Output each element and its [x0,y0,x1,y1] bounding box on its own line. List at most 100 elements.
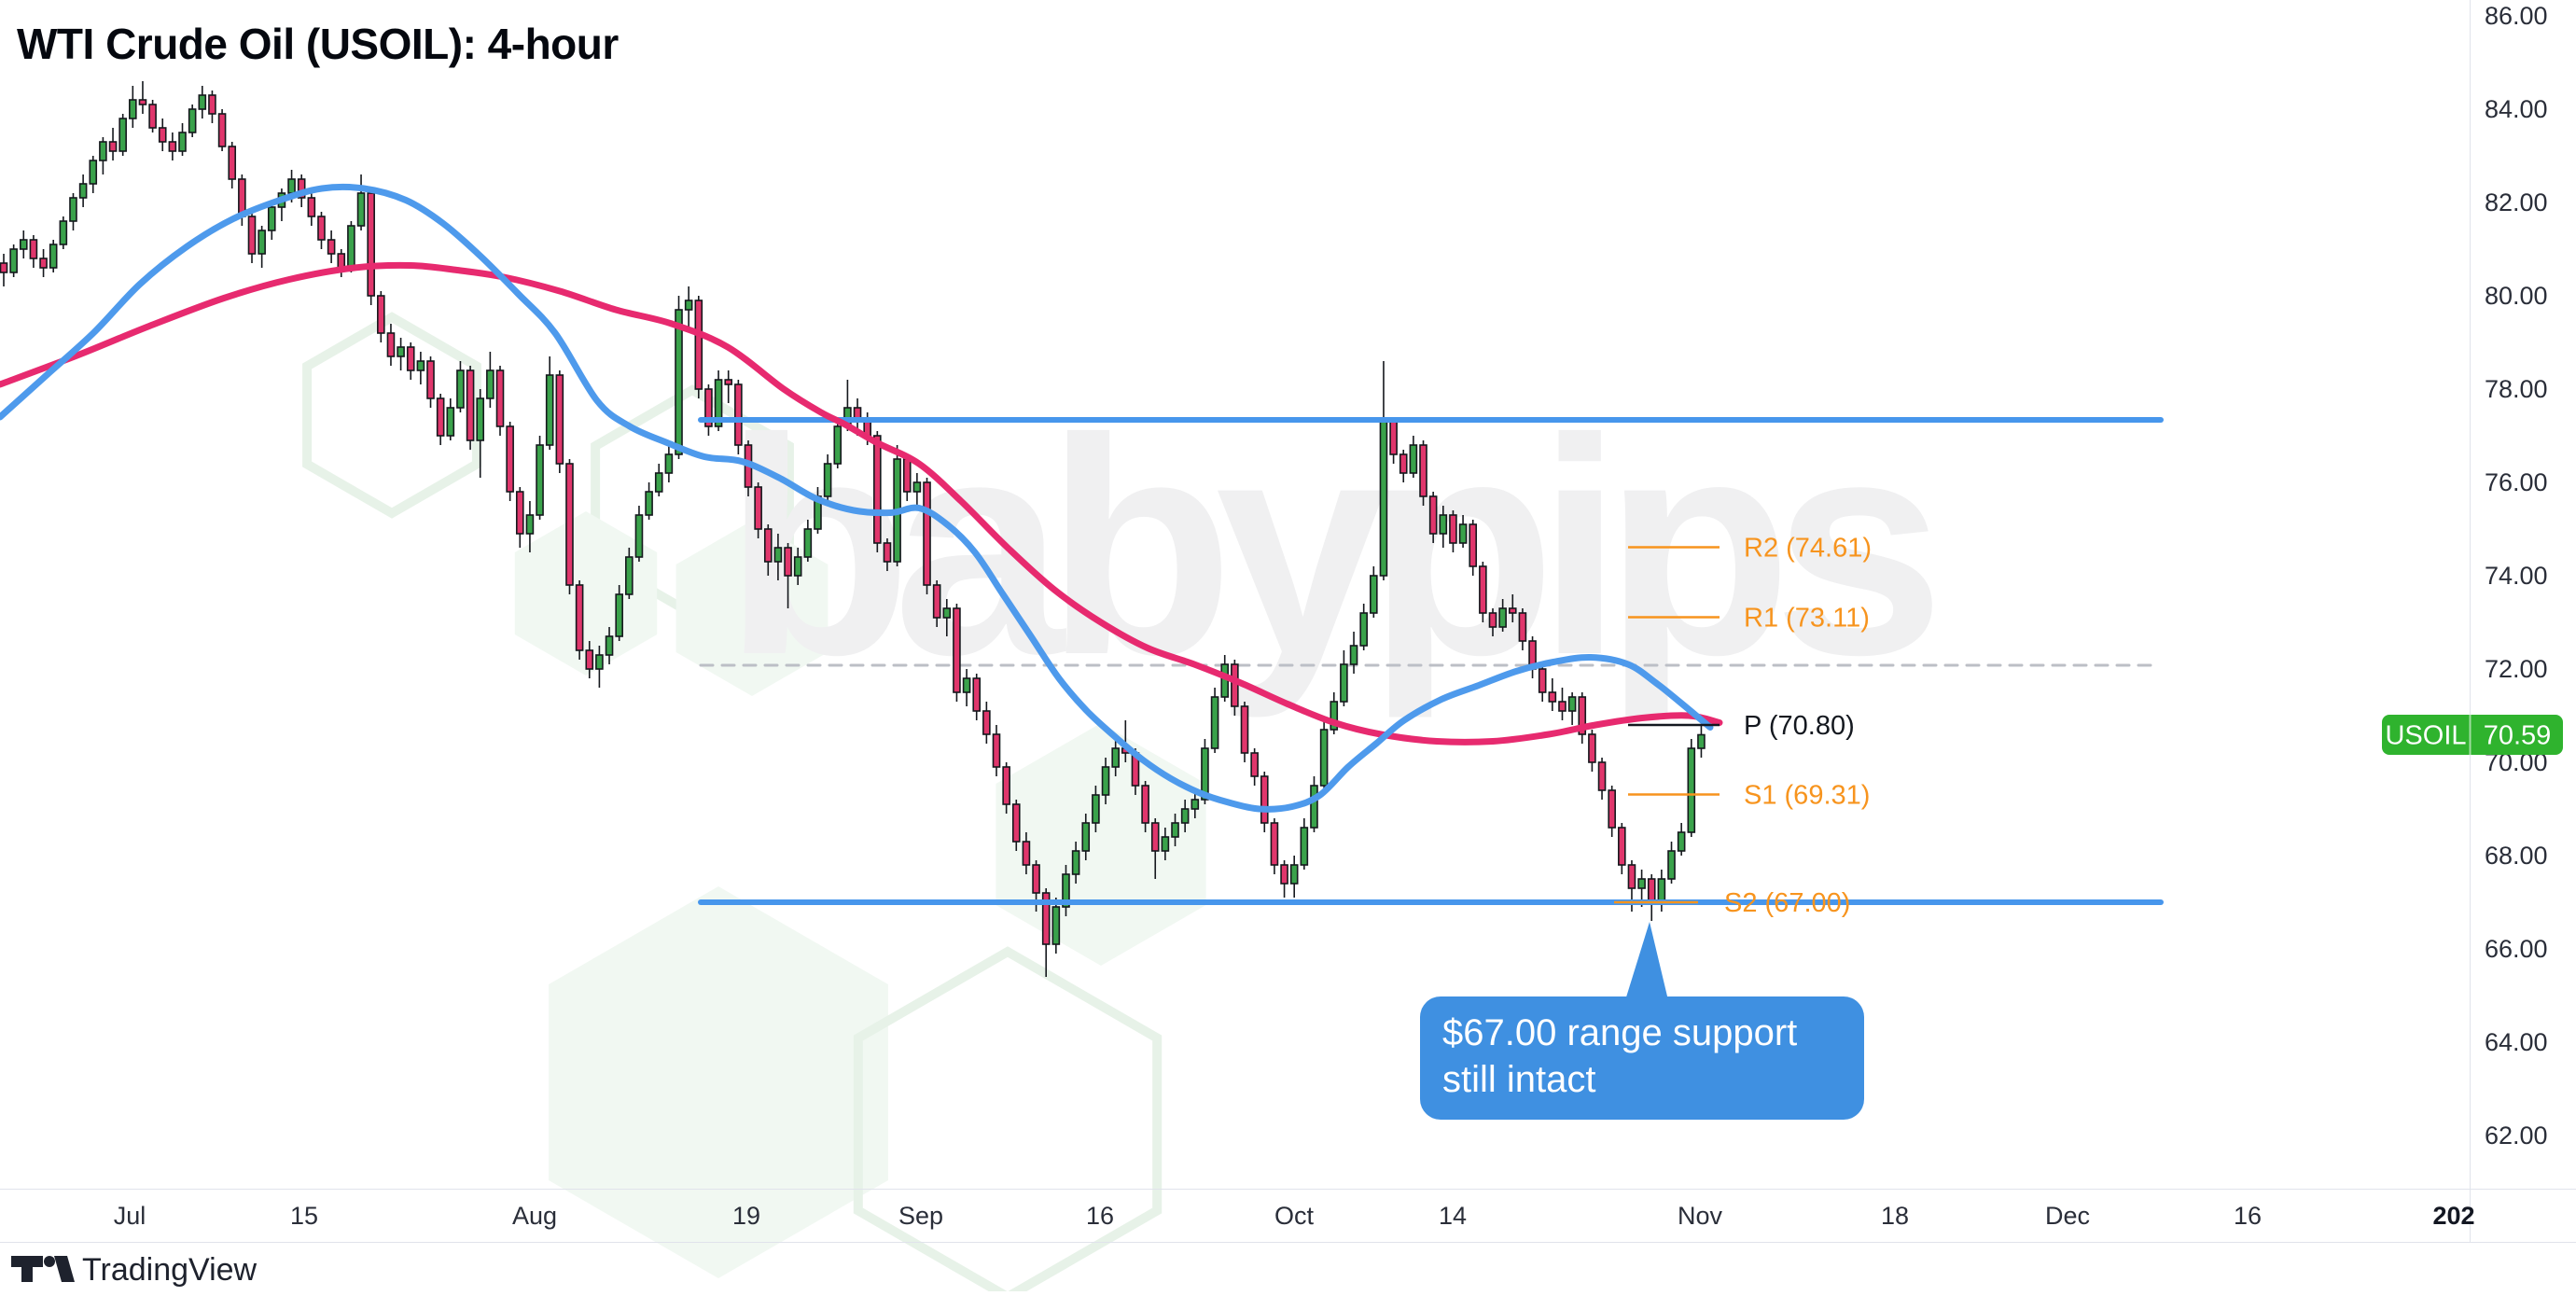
callout-text-line2: still intact [1442,1059,1596,1100]
candle [168,132,177,160]
time-axis-label: 15 [290,1202,318,1230]
candle [1608,786,1616,837]
candle [1409,436,1418,478]
candle [1340,650,1348,706]
candle [228,142,237,188]
pivot-label-R2: R2 (74.61) [1744,534,1872,564]
time-axis[interactable]: Jul 15 Aug 19 Sep 16 Oct 14 Nov 18 Dec 16 202 [0,1189,2576,1243]
candle [1161,828,1170,860]
candle [595,646,604,688]
candle [1240,702,1249,762]
tradingview-logo[interactable]: TradingView [11,1252,258,1288]
candle [912,473,922,510]
candle [406,342,415,380]
candle [1150,818,1160,879]
candle [1439,506,1448,548]
candle [1449,510,1457,552]
candle [625,548,634,599]
candle [416,352,425,384]
candle [664,440,674,482]
candle [188,105,197,137]
candle [1310,776,1318,832]
candle [19,230,28,258]
candle [158,118,167,151]
candle [1062,865,1070,916]
candle [356,174,366,230]
candle [1300,818,1309,870]
candle [893,445,901,566]
candle [486,352,494,408]
time-axis-label: 16 [1086,1202,1114,1230]
candle [1370,566,1378,618]
candle [118,114,127,156]
candle [982,702,991,744]
candle [1488,608,1497,636]
time-axis-label: 14 [1439,1202,1467,1230]
candle [833,417,842,468]
candle [883,538,892,571]
support-callout: $67.00 range support still intact [1420,922,1864,1120]
candle [1270,818,1279,874]
ma-fast-blue-line[interactable] [0,183,1714,813]
candle [784,543,792,608]
candle [1250,748,1259,786]
candle [1458,515,1468,548]
candle [267,202,276,240]
candle [803,520,813,562]
time-axis-label: Nov [1678,1202,1723,1230]
candles-layer[interactable] [0,81,1706,977]
candle [763,524,773,576]
chart-title: WTI Crude Oil (USOIL): 4-hour [17,20,619,68]
candle [923,478,931,594]
candle [1578,692,1587,744]
ma-slow-pink-line[interactable] [0,261,1723,746]
candle [377,291,385,342]
candle [327,230,336,263]
candle [1210,688,1219,753]
candle [178,123,187,156]
tradingview-icon [11,1256,75,1282]
candle [0,254,8,286]
candle [972,674,982,720]
candle [476,389,485,478]
price-axis[interactable]: 86.00 84.00 82.00 80.00 78.00 76.00 74.00 72.00… [2382,0,2563,1242]
watermark-hexagon [549,886,888,1278]
candle [1469,520,1478,576]
candle [1319,720,1329,790]
candle [793,548,802,585]
candle [78,174,88,207]
candle [953,604,961,702]
candle [436,394,445,445]
price-axis-label: 78.00 [2485,375,2548,403]
candle [545,356,554,450]
time-axis-label: Oct [1274,1202,1315,1230]
candle [992,725,1001,776]
candle [506,422,514,501]
candle [108,128,118,160]
candle [605,627,614,664]
candle [1092,786,1100,832]
candle [1657,870,1666,912]
candle [654,464,663,496]
candle [29,235,38,268]
pivot-label-R1: R1 (73.11) [1744,604,1870,634]
price-axis-label: 76.00 [2485,468,2548,496]
candle [942,599,952,636]
candle [367,188,375,305]
candle [1081,814,1091,860]
candle [1191,790,1200,818]
badge-price-value: 70.59 [2484,721,2552,751]
callout-box [1420,996,1864,1120]
pivot-label-P: P (70.80) [1744,711,1855,741]
candle [1697,725,1706,758]
time-axis-label: Aug [512,1202,557,1230]
time-axis-label: Dec [2045,1202,2090,1230]
candle [1180,800,1190,832]
candle [823,454,832,501]
candle [1687,739,1696,837]
candle [39,249,48,277]
price-axis-label: 74.00 [2485,562,2548,590]
candle [1260,772,1269,832]
candle [1548,678,1557,711]
